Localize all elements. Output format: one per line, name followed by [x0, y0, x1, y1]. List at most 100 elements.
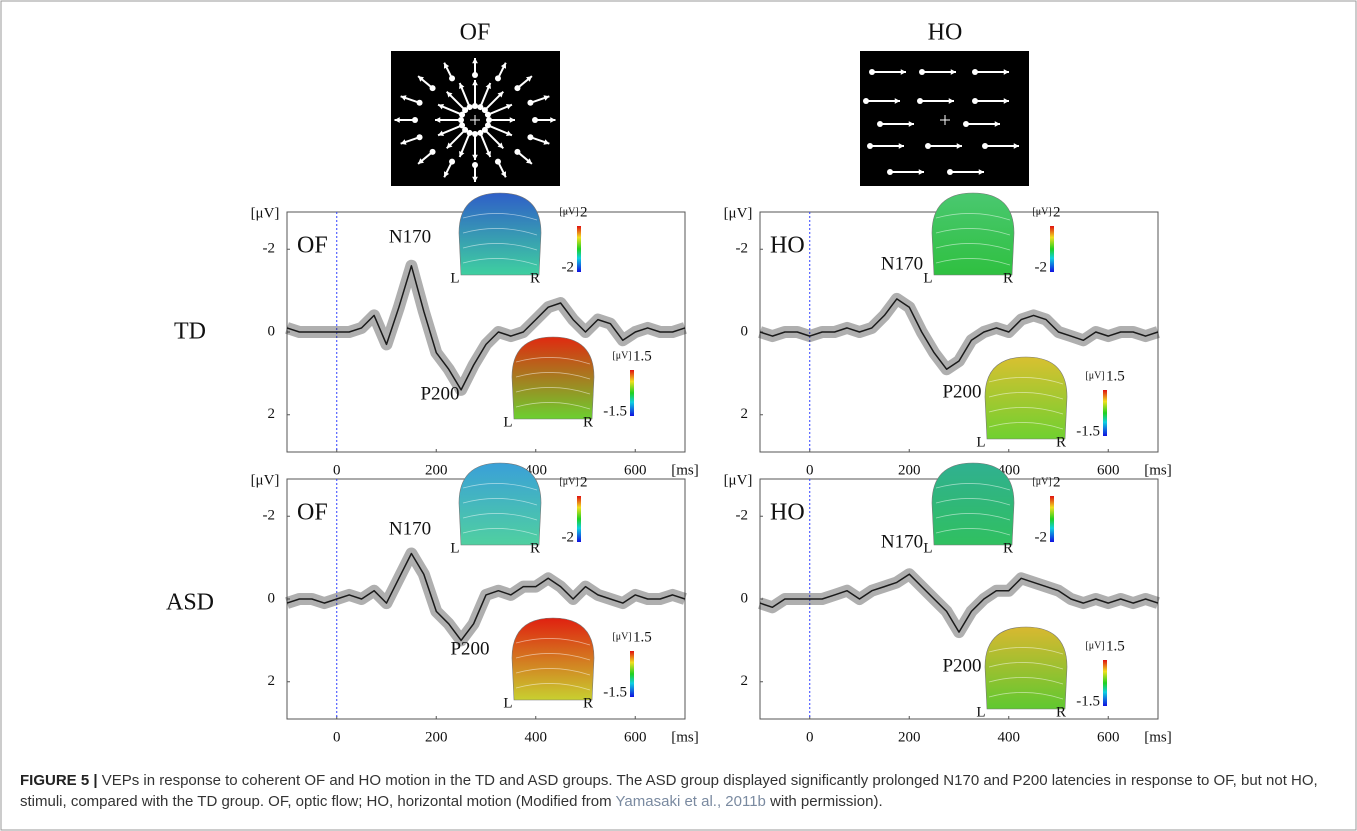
contour	[462, 498, 538, 506]
colorbar-min: -2	[562, 259, 575, 275]
colorbar-min: -2	[562, 529, 575, 545]
arrow-dot	[477, 104, 484, 111]
fixation	[940, 115, 950, 125]
side-label: R	[1003, 540, 1013, 556]
colorbar	[1103, 390, 1107, 436]
y-tick-label: 0	[268, 323, 276, 339]
arrow-dot	[459, 122, 466, 129]
x-tick-label: 200	[898, 462, 921, 478]
arrow-dot	[477, 129, 484, 136]
arrow-head	[485, 83, 491, 90]
arrow-head	[418, 76, 424, 82]
side-label: L	[503, 414, 512, 430]
panel-label: OF	[297, 233, 328, 259]
group-label: ASD	[166, 590, 214, 616]
x-tick-label: 200	[898, 729, 921, 745]
x-tick-label: 0	[806, 729, 814, 745]
side-label: L	[450, 270, 459, 286]
y-tick-label: -2	[736, 508, 749, 524]
contour	[988, 407, 1064, 415]
arrow-head	[443, 62, 450, 69]
side-label: R	[583, 414, 593, 430]
y-unit: [μV]	[724, 205, 753, 221]
y-tick-label: 0	[741, 590, 749, 606]
y-unit: [μV]	[724, 472, 753, 488]
scalp-map	[458, 462, 542, 546]
y-tick-label: -2	[263, 508, 276, 524]
arrow-head	[459, 83, 465, 90]
waveform-band	[758, 568, 1160, 639]
arrow-dot	[532, 117, 538, 123]
x-unit: [ms]	[671, 729, 699, 745]
panel-label: HO	[770, 500, 805, 526]
colorbar-unit: [μV]	[559, 476, 578, 487]
colorbar-min: -1.5	[603, 403, 627, 419]
arrow-head	[1013, 143, 1019, 149]
colorbar	[577, 226, 581, 272]
arrow-head	[543, 95, 550, 101]
arrow-dot	[429, 148, 436, 155]
colorbar-unit: [μV]	[612, 631, 631, 642]
contour	[462, 258, 538, 266]
scalp-map	[511, 336, 595, 420]
contour	[515, 638, 591, 646]
caption-text: VEPs in response to coherent OF and HO m…	[20, 772, 1318, 810]
contour	[935, 528, 1011, 536]
contour	[935, 228, 1011, 236]
arrow-dot	[869, 69, 875, 75]
contour	[935, 498, 1011, 506]
arrow-head	[900, 69, 906, 75]
contour	[988, 647, 1064, 655]
colorbar-unit: [μV]	[1032, 476, 1051, 487]
peak-label: P200	[942, 381, 981, 402]
colorbar-max: 2	[580, 204, 588, 220]
arrow-head	[1003, 98, 1009, 104]
scalp-map	[931, 192, 1015, 276]
scalp-map	[984, 626, 1068, 710]
arrow-dot	[863, 98, 869, 104]
arrow-head	[894, 98, 900, 104]
arrow-head	[505, 130, 512, 136]
x-tick-label: 600	[1097, 462, 1120, 478]
stimulus-label: HO	[928, 20, 963, 46]
x-unit: [ms]	[1144, 729, 1172, 745]
side-label: L	[923, 270, 932, 286]
arrow-dot	[917, 98, 923, 104]
citation-link[interactable]: Yamasaki et al., 2011b	[615, 793, 766, 810]
contour	[988, 692, 1064, 700]
arrow-head	[472, 154, 478, 160]
y-tick-label: 2	[268, 673, 276, 689]
x-tick-label: 400	[998, 729, 1021, 745]
colorbar-min: -2	[1035, 529, 1048, 545]
contour	[515, 653, 591, 661]
stimulus-label: OF	[460, 20, 491, 46]
arrow-head	[509, 117, 515, 123]
arrow-head	[438, 130, 445, 136]
y-tick-label: -2	[263, 241, 276, 257]
arrow-head	[446, 91, 453, 98]
waveform	[286, 552, 686, 642]
x-tick-label: 600	[1097, 729, 1120, 745]
contour	[515, 668, 591, 676]
colorbar-max: 1.5	[1106, 368, 1125, 384]
colorbar-min: -1.5	[1076, 693, 1100, 709]
arrow-dot	[527, 134, 534, 141]
arrow-dot	[947, 169, 953, 175]
contour	[935, 213, 1011, 221]
arrow-head	[497, 91, 504, 98]
x-tick-label: 0	[806, 462, 814, 478]
arrow-dot	[481, 107, 488, 114]
waveform-band	[285, 547, 687, 647]
arrow-head	[485, 150, 491, 157]
arrow-head	[459, 150, 465, 157]
arrow-dot	[466, 129, 473, 136]
contour	[935, 243, 1011, 251]
arrow-dot	[867, 143, 873, 149]
arrow-dot	[462, 126, 469, 133]
arrow-head	[443, 171, 450, 178]
contour	[515, 372, 591, 380]
caption: FIGURE 5 | VEPs in response to coherent …	[20, 770, 1340, 812]
